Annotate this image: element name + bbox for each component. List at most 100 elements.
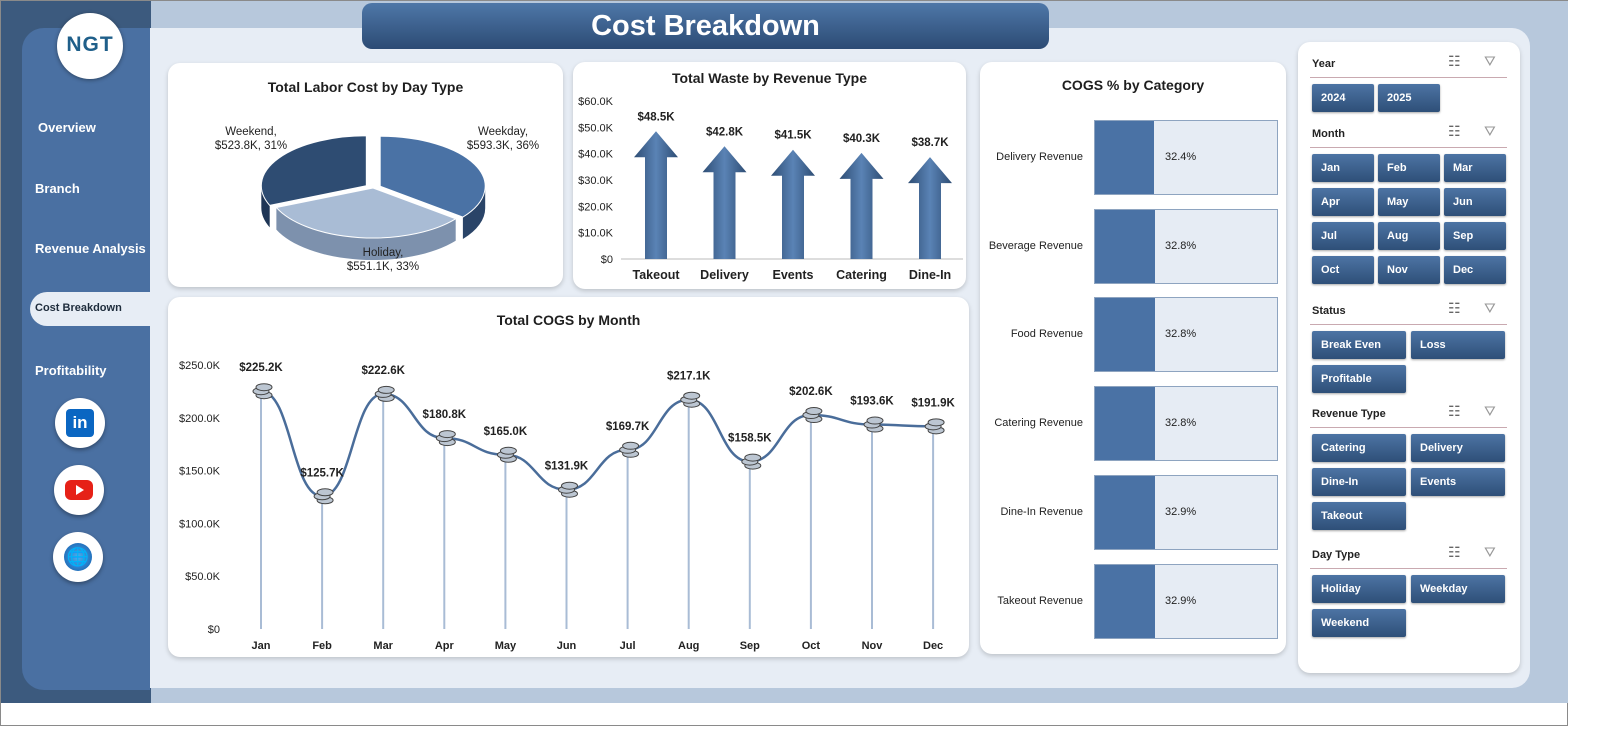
status-option-break-even[interactable]: Break Even	[1312, 331, 1406, 359]
pie-data-label: Weekend, $523.8K, 31%	[215, 126, 287, 152]
status-slicer-title: Status	[1312, 305, 1346, 317]
nav-item-cost-breakdown[interactable]: Cost Breakdown	[30, 292, 150, 326]
coin-marker	[374, 385, 395, 402]
revenue-type-option-takeout[interactable]: Takeout	[1312, 502, 1406, 530]
page-title: Cost Breakdown	[362, 3, 1049, 49]
bar-fill	[1095, 564, 1155, 638]
multi-select-icon[interactable]: ☷	[1448, 123, 1461, 139]
month-option-mar[interactable]: Mar	[1444, 154, 1506, 182]
month-option-feb[interactable]: Feb	[1378, 154, 1440, 182]
coin-marker	[741, 453, 762, 470]
nav-item-overview[interactable]: Overview	[38, 120, 96, 135]
status-option-profitable[interactable]: Profitable	[1312, 365, 1406, 393]
line-data-label: $165.0K	[484, 426, 528, 438]
cogs-month-card: Total COGS by Month $0 $50.0K $100.0K $150.…	[168, 297, 969, 657]
y-tick-label: $50.0K	[185, 571, 221, 583]
day-type-option-weekend[interactable]: Weekend	[1312, 609, 1406, 637]
y-tick-label: $30.0K	[578, 175, 614, 187]
divider	[1310, 77, 1507, 78]
series-line	[260, 389, 934, 498]
month-option-apr[interactable]: Apr	[1312, 188, 1374, 216]
month-option-jul[interactable]: Jul	[1312, 222, 1374, 250]
clear-filter-icon[interactable]: ⛛	[1484, 53, 1496, 69]
coin-marker	[252, 383, 273, 400]
divider	[1310, 147, 1507, 148]
day-type-option-weekday[interactable]: Weekday	[1411, 575, 1505, 603]
bar-data-label: 32.8%	[1165, 417, 1197, 430]
waste-card: Total Waste by Revenue Type $0 $10.0K $20.…	[573, 62, 966, 289]
youtube-link[interactable]	[54, 465, 104, 515]
bar-data-label: 32.9%	[1165, 594, 1197, 607]
x-tick-label: Nov	[862, 640, 884, 652]
nav-item-profitability[interactable]: Profitability	[35, 363, 107, 378]
revenue-type-option-delivery[interactable]: Delivery	[1411, 434, 1505, 462]
x-tick-label: Oct	[802, 640, 821, 652]
multi-select-icon[interactable]: ☷	[1448, 53, 1461, 69]
month-option-oct[interactable]: Oct	[1312, 256, 1374, 284]
bar-data-label: $41.5K	[774, 130, 812, 142]
month-option-jun[interactable]: Jun	[1444, 188, 1506, 216]
year-option-2024[interactable]: 2024	[1312, 84, 1374, 112]
coin-marker	[680, 391, 701, 408]
category-label: Dine-In Revenue	[1000, 505, 1083, 518]
bar-arrow	[771, 149, 815, 259]
line-data-label: $169.7K	[606, 421, 650, 433]
x-tick-label: May	[495, 640, 517, 652]
linkedin-icon: in	[66, 409, 94, 437]
nav-item-branch[interactable]: Branch	[35, 181, 80, 196]
multi-select-icon[interactable]: ☷	[1448, 403, 1461, 419]
revenue-type-option-events[interactable]: Events	[1411, 468, 1505, 496]
nav-item-revenue-analysis[interactable]: Revenue Analysis	[35, 241, 146, 256]
line-data-label: $191.9K	[911, 397, 955, 409]
month-option-may[interactable]: May	[1378, 188, 1440, 216]
bar-data-label: 32.4%	[1165, 151, 1197, 163]
x-tick-label: Feb	[312, 640, 332, 652]
revenue-type-option-catering[interactable]: Catering	[1312, 434, 1406, 462]
bar-track: 32.4%	[1094, 120, 1278, 195]
status-option-loss[interactable]: Loss	[1411, 331, 1505, 359]
clear-filter-icon[interactable]: ⛛	[1484, 403, 1496, 419]
bar-chart: $0 $10.0K $20.0K $30.0K $40.0K $50.0K $60.0K $4…	[578, 96, 963, 282]
day-type-option-holiday[interactable]: Holiday	[1312, 575, 1406, 603]
year-option-2025[interactable]: 2025	[1378, 84, 1440, 112]
bar-arrow	[839, 152, 884, 259]
coin-marker	[924, 418, 945, 435]
divider	[1310, 324, 1507, 325]
month-option-sep[interactable]: Sep	[1444, 222, 1506, 250]
category-label: Beverage Revenue	[988, 239, 1083, 252]
x-tick-label: Dine-In	[909, 268, 951, 282]
month-option-aug[interactable]: Aug	[1378, 222, 1440, 250]
bar-track: 32.8%	[1094, 208, 1278, 284]
clear-filter-icon[interactable]: ⛛	[1484, 123, 1496, 139]
multi-select-icon[interactable]: ☷	[1448, 300, 1461, 316]
month-slicer-title: Month	[1312, 128, 1345, 140]
multi-select-icon[interactable]: ☷	[1448, 544, 1461, 560]
globe-link[interactable]: 🌐	[53, 532, 103, 582]
y-tick-label: $0	[601, 254, 613, 266]
globe-icon: 🌐	[64, 543, 92, 571]
clear-filter-icon[interactable]: ⛛	[1484, 544, 1496, 560]
day-type-slicer-title: Day Type	[1312, 549, 1361, 561]
month-option-dec[interactable]: Dec	[1444, 256, 1506, 284]
x-tick-label: Takeout	[633, 268, 681, 282]
pie-chart: Weekday, $593.3K, 36% Holiday, $551.1K, 33%…	[215, 126, 539, 273]
linkedin-link[interactable]: in	[55, 398, 105, 448]
bar-data-label: 32.8%	[1165, 328, 1197, 341]
coin-marker	[435, 430, 456, 447]
month-option-jan[interactable]: Jan	[1312, 154, 1374, 182]
category-label: Delivery Revenue	[996, 151, 1083, 163]
x-tick-label: Dec	[923, 640, 943, 652]
clear-filter-icon[interactable]: ⛛	[1484, 300, 1496, 316]
pie-data-label: Holiday, $551.1K, 33%	[347, 247, 419, 273]
category-label: Catering Revenue	[994, 417, 1083, 430]
pie-data-label: Weekday, $593.3K, 36%	[467, 126, 539, 152]
chart-title: Total Waste by Revenue Type	[671, 70, 867, 86]
bar-fill	[1095, 121, 1154, 194]
line-data-label: $217.1K	[667, 371, 711, 383]
month-option-nov[interactable]: Nov	[1378, 256, 1440, 284]
y-tick-label: $60.0K	[578, 96, 614, 108]
bar-data-label: $42.8K	[706, 126, 744, 138]
bar-track: 32.9%	[1094, 563, 1278, 639]
revenue-type-option-dine-in[interactable]: Dine-In	[1312, 468, 1406, 496]
line-data-label: $202.6K	[789, 386, 833, 398]
